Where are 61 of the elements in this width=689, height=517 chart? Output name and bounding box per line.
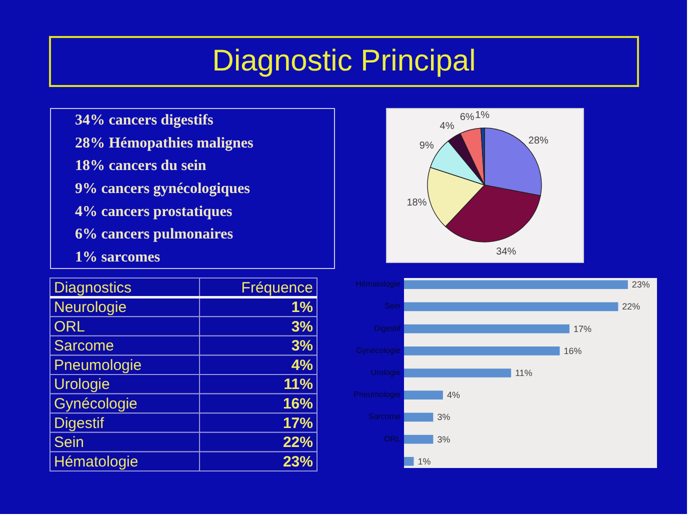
y-tick-label: Urologie — [370, 368, 402, 377]
text: 16% — [282, 395, 313, 412]
text: Diagnostic Principal — [212, 44, 476, 78]
text: 22% — [282, 434, 313, 452]
category-label: Urologie — [54, 376, 110, 394]
category-label: Digestif — [54, 414, 105, 432]
y-tick-label: Hématologie — [356, 280, 402, 289]
category-label: Neurologie — [54, 298, 127, 316]
data-label: 9% — [419, 140, 434, 152]
data-label: 16% — [564, 346, 582, 356]
text: Fréquence — [241, 280, 313, 297]
bar — [404, 412, 434, 422]
data-label: 18% — [406, 197, 427, 208]
bar — [404, 302, 618, 312]
text: 1% sarcomes — [75, 250, 160, 266]
category-label: Sein — [54, 434, 84, 452]
text: 17% — [282, 414, 313, 432]
bar — [404, 390, 443, 400]
category-label: Pneumologie — [54, 356, 142, 374]
data-label: 22% — [622, 302, 640, 312]
data-label: 1% — [418, 456, 431, 466]
text: 3% — [291, 338, 313, 355]
text: 4% cancers prostatiques — [75, 204, 232, 220]
y-tick-label: Gynécologie — [356, 346, 402, 355]
data-label: 34% — [496, 246, 516, 258]
text: 9% cancers gynécologiques — [75, 181, 250, 197]
data-label: 3% — [437, 412, 450, 422]
category-label: ORL — [54, 318, 85, 336]
text: 18% cancers du sein — [75, 158, 207, 174]
text: 1% — [291, 298, 313, 316]
y-tick-label: Pneumologie — [354, 390, 402, 400]
bar — [404, 368, 512, 378]
text: Diagnostics — [54, 280, 132, 297]
category-label: Sarcome — [54, 338, 114, 355]
bar — [404, 346, 560, 356]
y-tick-label: Digestif — [374, 324, 402, 333]
data-label: 28% — [528, 135, 549, 146]
text: 6% cancers pulmonaires — [75, 226, 234, 243]
data-label: 3% — [437, 434, 450, 444]
y-tick-label: ORL — [384, 434, 402, 444]
data-label: 17% — [573, 324, 592, 334]
category-label: Hématologie — [54, 453, 138, 470]
y-tick-label: Sarcome — [368, 412, 402, 422]
bar — [404, 280, 628, 290]
bar — [404, 456, 414, 466]
text: 3% — [291, 318, 313, 336]
data-label: 11% — [515, 368, 532, 378]
bar — [404, 324, 570, 334]
text: 4% — [291, 356, 313, 374]
y-tick-label: Sein — [384, 302, 400, 311]
text: 28% Hémopathies malignes — [75, 135, 254, 152]
text: 11% — [284, 376, 313, 394]
data-label: 23% — [632, 280, 650, 290]
category-label: Gynécologie — [54, 395, 138, 412]
data-label: 6% — [460, 112, 474, 124]
text: 23% — [282, 453, 313, 470]
text: 34% cancers digestifs — [75, 112, 214, 128]
data-label: 4% — [440, 120, 454, 132]
bar — [404, 434, 434, 444]
data-label: 4% — [446, 390, 460, 400]
data-label: 1% — [475, 110, 490, 122]
